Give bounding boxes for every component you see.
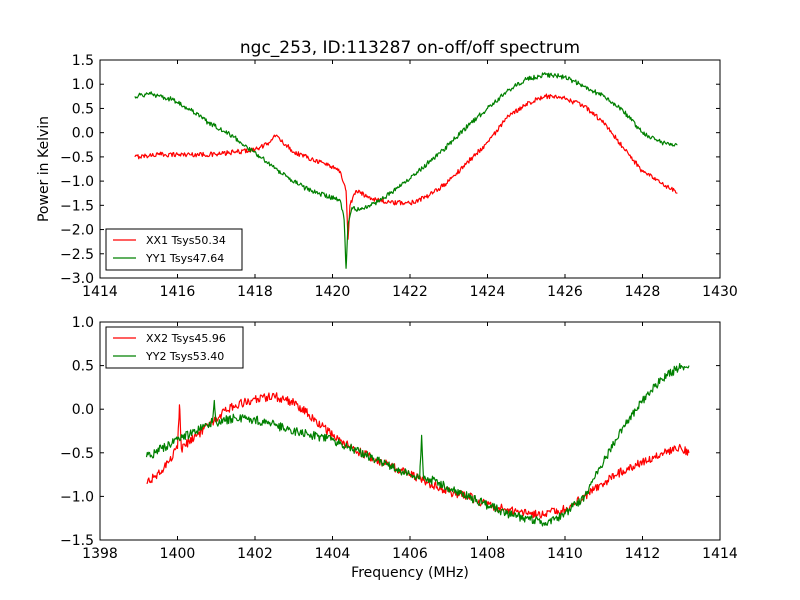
y-tick-label: 1.5 [72,53,94,69]
series-line-yy2 [145,363,690,527]
y-tick-label: −1.5 [60,198,94,214]
figure-title: ngc_253, ID:113287 on-off/off spectrum [240,38,580,58]
series-line-yy1 [134,72,678,269]
x-tick-label: 1410 [547,546,583,562]
legend-label: XX1 Tsys50.34 [146,234,226,247]
y-axis-label: Power in Kelvin [36,116,52,222]
y-tick-label: −2.5 [60,247,94,263]
x-tick-label: 1412 [625,546,661,562]
x-tick-label: 1400 [160,546,196,562]
x-tick-label: 1398 [82,546,118,562]
top-axes: 1414 1416 1418 1420 1422 1424 1426 1428 1430 −3.0… [36,53,738,300]
legend: XX2 Tsys45.96 YY2 Tsys53.40 [105,326,244,369]
y-tick-label: −1.0 [60,174,94,190]
y-tick-label: −3.0 [60,271,94,287]
legend-label: XX2 Tsys45.96 [146,332,226,345]
y-tick-label: 0.0 [72,126,94,142]
y-tick-label: −1.0 [60,489,94,505]
series-line-xx1 [134,93,678,240]
y-tick-label: 0.0 [72,402,94,418]
legend-label: YY2 Tsys53.40 [145,350,224,363]
x-tick-label: 1418 [237,284,273,300]
y-tick-label: −2.0 [60,223,94,239]
x-tick-label: 1406 [392,546,428,562]
bottom-axes: 1398 1400 1402 1404 1406 1408 1410 1412 1414 −1.5… [60,315,738,581]
x-tick-label: 1424 [470,284,506,300]
x-tick-label: 1428 [625,284,661,300]
x-axis-label: Frequency (MHz) [351,565,469,581]
x-tick-label: 1420 [315,284,351,300]
y-tick-label: 1.0 [72,77,94,93]
y-tick-label: 1.0 [72,315,94,331]
legend-label: YY1 Tsys47.64 [145,252,224,265]
x-tick-label: 1404 [315,546,351,562]
y-tick-label: −0.5 [60,446,94,462]
x-tick-label: 1414 [702,546,738,562]
y-tick-label: −1.5 [60,533,94,549]
y-tick-label: −0.5 [60,150,94,166]
x-tick-label: 1430 [702,284,738,300]
x-tick-label: 1426 [547,284,583,300]
legend: XX1 Tsys50.34 YY1 Tsys47.64 [105,228,243,271]
legend-box [105,326,244,369]
x-tick-label: 1408 [470,546,506,562]
x-tick-label: 1414 [82,284,118,300]
y-tick-label: 0.5 [72,101,94,117]
y-tick-label: 0.5 [72,359,94,375]
x-tick-label: 1422 [392,284,428,300]
x-tick-label: 1402 [237,546,273,562]
x-tick-label: 1416 [160,284,196,300]
legend-box [105,228,243,271]
